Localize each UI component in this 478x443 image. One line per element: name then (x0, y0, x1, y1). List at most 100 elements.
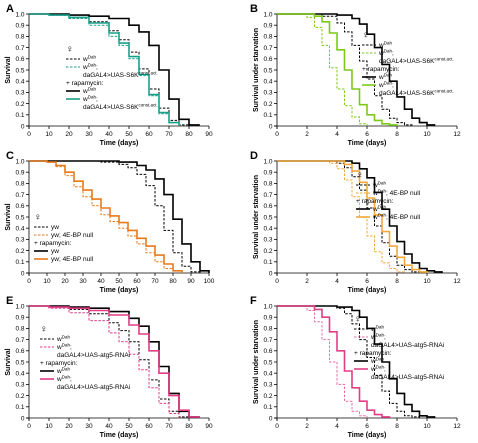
y-tick-label: 0.1 (15, 404, 24, 411)
y-tick-label: 1.0 (15, 11, 24, 18)
x-tick-label: 20 (65, 423, 73, 430)
y-tick-label: 0 (269, 415, 273, 422)
x-tick-label: 60 (133, 278, 141, 285)
y-tick-label: 0 (21, 123, 25, 130)
x-tick-label: 70 (151, 278, 159, 285)
x-tick-label: 80 (169, 278, 177, 285)
legend-label: wDah; 4E-BP null (372, 189, 421, 198)
y-tick-label: 0.6 (15, 56, 24, 63)
legend-label-part: w (56, 344, 62, 351)
legend-label-line2: daGAL4>UAS-S6Kconst.act. (379, 89, 454, 98)
x-tick-label: 6 (365, 423, 369, 430)
x-axis-label: Time (days) (348, 287, 387, 294)
legend-label-part: ; (392, 82, 394, 89)
x-axis-label: Time (days) (100, 432, 139, 439)
rapamycin-group-label: + rapamycin: (356, 198, 394, 205)
y-tick-label: 0.2 (263, 248, 272, 255)
survival-curve-series-1 (277, 305, 420, 418)
y-axis-label: Survival under starvation (253, 28, 260, 112)
y-tick-label: 0.3 (263, 90, 272, 97)
legend-label-line2: daGAL4>UAS-S6Kconst.act. (379, 57, 454, 66)
legend-label: wDah (82, 87, 96, 96)
panel-letter: A (6, 3, 14, 15)
legend-label-part: daGAL4>UAS-S6K (379, 90, 435, 97)
legend-label-part: daGAL4>UAS-S6K (83, 104, 139, 111)
legend-label-part: daGAL4>UAS-atg5-RNAi (57, 384, 130, 391)
y-tick-label: 0.9 (263, 23, 272, 30)
x-tick-label: 100 (204, 278, 215, 285)
x-tick-label: 0 (275, 278, 279, 285)
legend-label-part: const.act. (434, 57, 453, 62)
x-tick-label: 10 (423, 131, 431, 138)
y-tick-label: 0.8 (263, 34, 272, 41)
legend-label-part: Dah (88, 63, 97, 68)
legend-label-part: Dah (62, 375, 71, 380)
survival-curve-series-1 (29, 160, 201, 273)
x-axis-label: Time (days) (100, 140, 139, 147)
panel-e: E 0 0.1 0.2 0.3 0.4 0.5 0.6 0.7 0.8 0.9 1.0 0 10 20 30 4… (5, 295, 213, 439)
legend-label: wDah (370, 357, 384, 366)
female-symbol: ♀ (356, 170, 364, 181)
panel-d: D 0 0.1 0.2 0.3 0.4 0.5 0.6 0.7 0.8 0.9 1.0 0 2 4 6 8 10 1… (250, 150, 461, 294)
legend-label-part: Dah (88, 95, 97, 100)
legend-label-part: Dah (384, 49, 393, 54)
legend-label: wDah (56, 367, 70, 376)
legend-label-part: daGAL4>UAS-atg5-RNAi (371, 342, 444, 349)
y-tick-label: 0.9 (15, 170, 24, 177)
panel-letter: F (250, 295, 257, 307)
survival-curve-series-4 (29, 13, 180, 126)
y-tick-label: 0.1 (15, 259, 24, 266)
legend-label-part: w (56, 336, 62, 343)
x-tick-label: 2 (305, 423, 309, 430)
female-symbol: ♀ (362, 30, 370, 41)
x-tick-label: 0 (275, 423, 279, 430)
y-tick-label: 1.0 (15, 158, 24, 165)
x-tick-label: 4 (335, 278, 339, 285)
legend-label: yw; 4E-BP null (51, 256, 94, 263)
rapamycin-group-label: + rapamycin: (40, 360, 78, 367)
y-tick-label: 0.3 (263, 382, 272, 389)
survival-curve-series-4 (277, 305, 391, 418)
x-tick-label: 0 (27, 423, 31, 430)
legend-label-part: Dah (376, 357, 385, 362)
legend-label-part: w (378, 42, 384, 49)
y-tick-label: 0.7 (15, 337, 24, 344)
legend-label-part: Dah (378, 181, 387, 186)
y-tick-label: 0.4 (15, 371, 24, 378)
x-tick-label: 0 (27, 131, 31, 138)
legend-label-part: ; (384, 366, 386, 373)
y-axis-label: Survival under starvation (253, 175, 260, 259)
legend-label: wDah; (56, 343, 72, 352)
survival-curve-series-2 (29, 13, 180, 126)
x-tick-label: 50 (125, 423, 133, 430)
legend-label: yw; 4E-BP null (51, 232, 94, 239)
rapamycin-group-label: + rapamycin: (362, 66, 400, 73)
x-tick-label: 10 (423, 278, 431, 285)
x-tick-label: 60 (145, 131, 153, 138)
x-tick-label: 20 (61, 278, 69, 285)
y-tick-label: 0 (21, 415, 25, 422)
legend-label-part: w (82, 88, 88, 95)
rapamycin-group-label: + rapamycin: (66, 80, 104, 87)
survival-curve-series-3 (277, 305, 436, 418)
legend-label-part: w (56, 368, 62, 375)
x-tick-label: 40 (105, 131, 113, 138)
legend-label: wDah (378, 73, 392, 82)
survival-curve-series-3 (277, 13, 436, 126)
legend-label: yw (51, 248, 59, 255)
legend-label-part: w (378, 74, 384, 81)
x-tick-label: 30 (85, 423, 93, 430)
legend-label-part: ; 4E-BP null (386, 214, 421, 221)
survival-curve-series-3 (29, 160, 210, 273)
panel-b: B 0 0.1 0.2 0.3 0.4 0.5 0.6 0.7 0.8 0.9 1.0 0 2 4 6 8 10 1… (250, 3, 461, 147)
x-tick-label: 40 (97, 278, 105, 285)
x-tick-label: 10 (45, 131, 53, 138)
legend-label-part: w (372, 190, 378, 197)
panel-letter: D (250, 150, 258, 162)
x-tick-label: 10 (423, 423, 431, 430)
y-tick-label: 0.4 (263, 371, 272, 378)
y-tick-label: 0.7 (15, 45, 24, 52)
x-tick-label: 8 (395, 131, 399, 138)
